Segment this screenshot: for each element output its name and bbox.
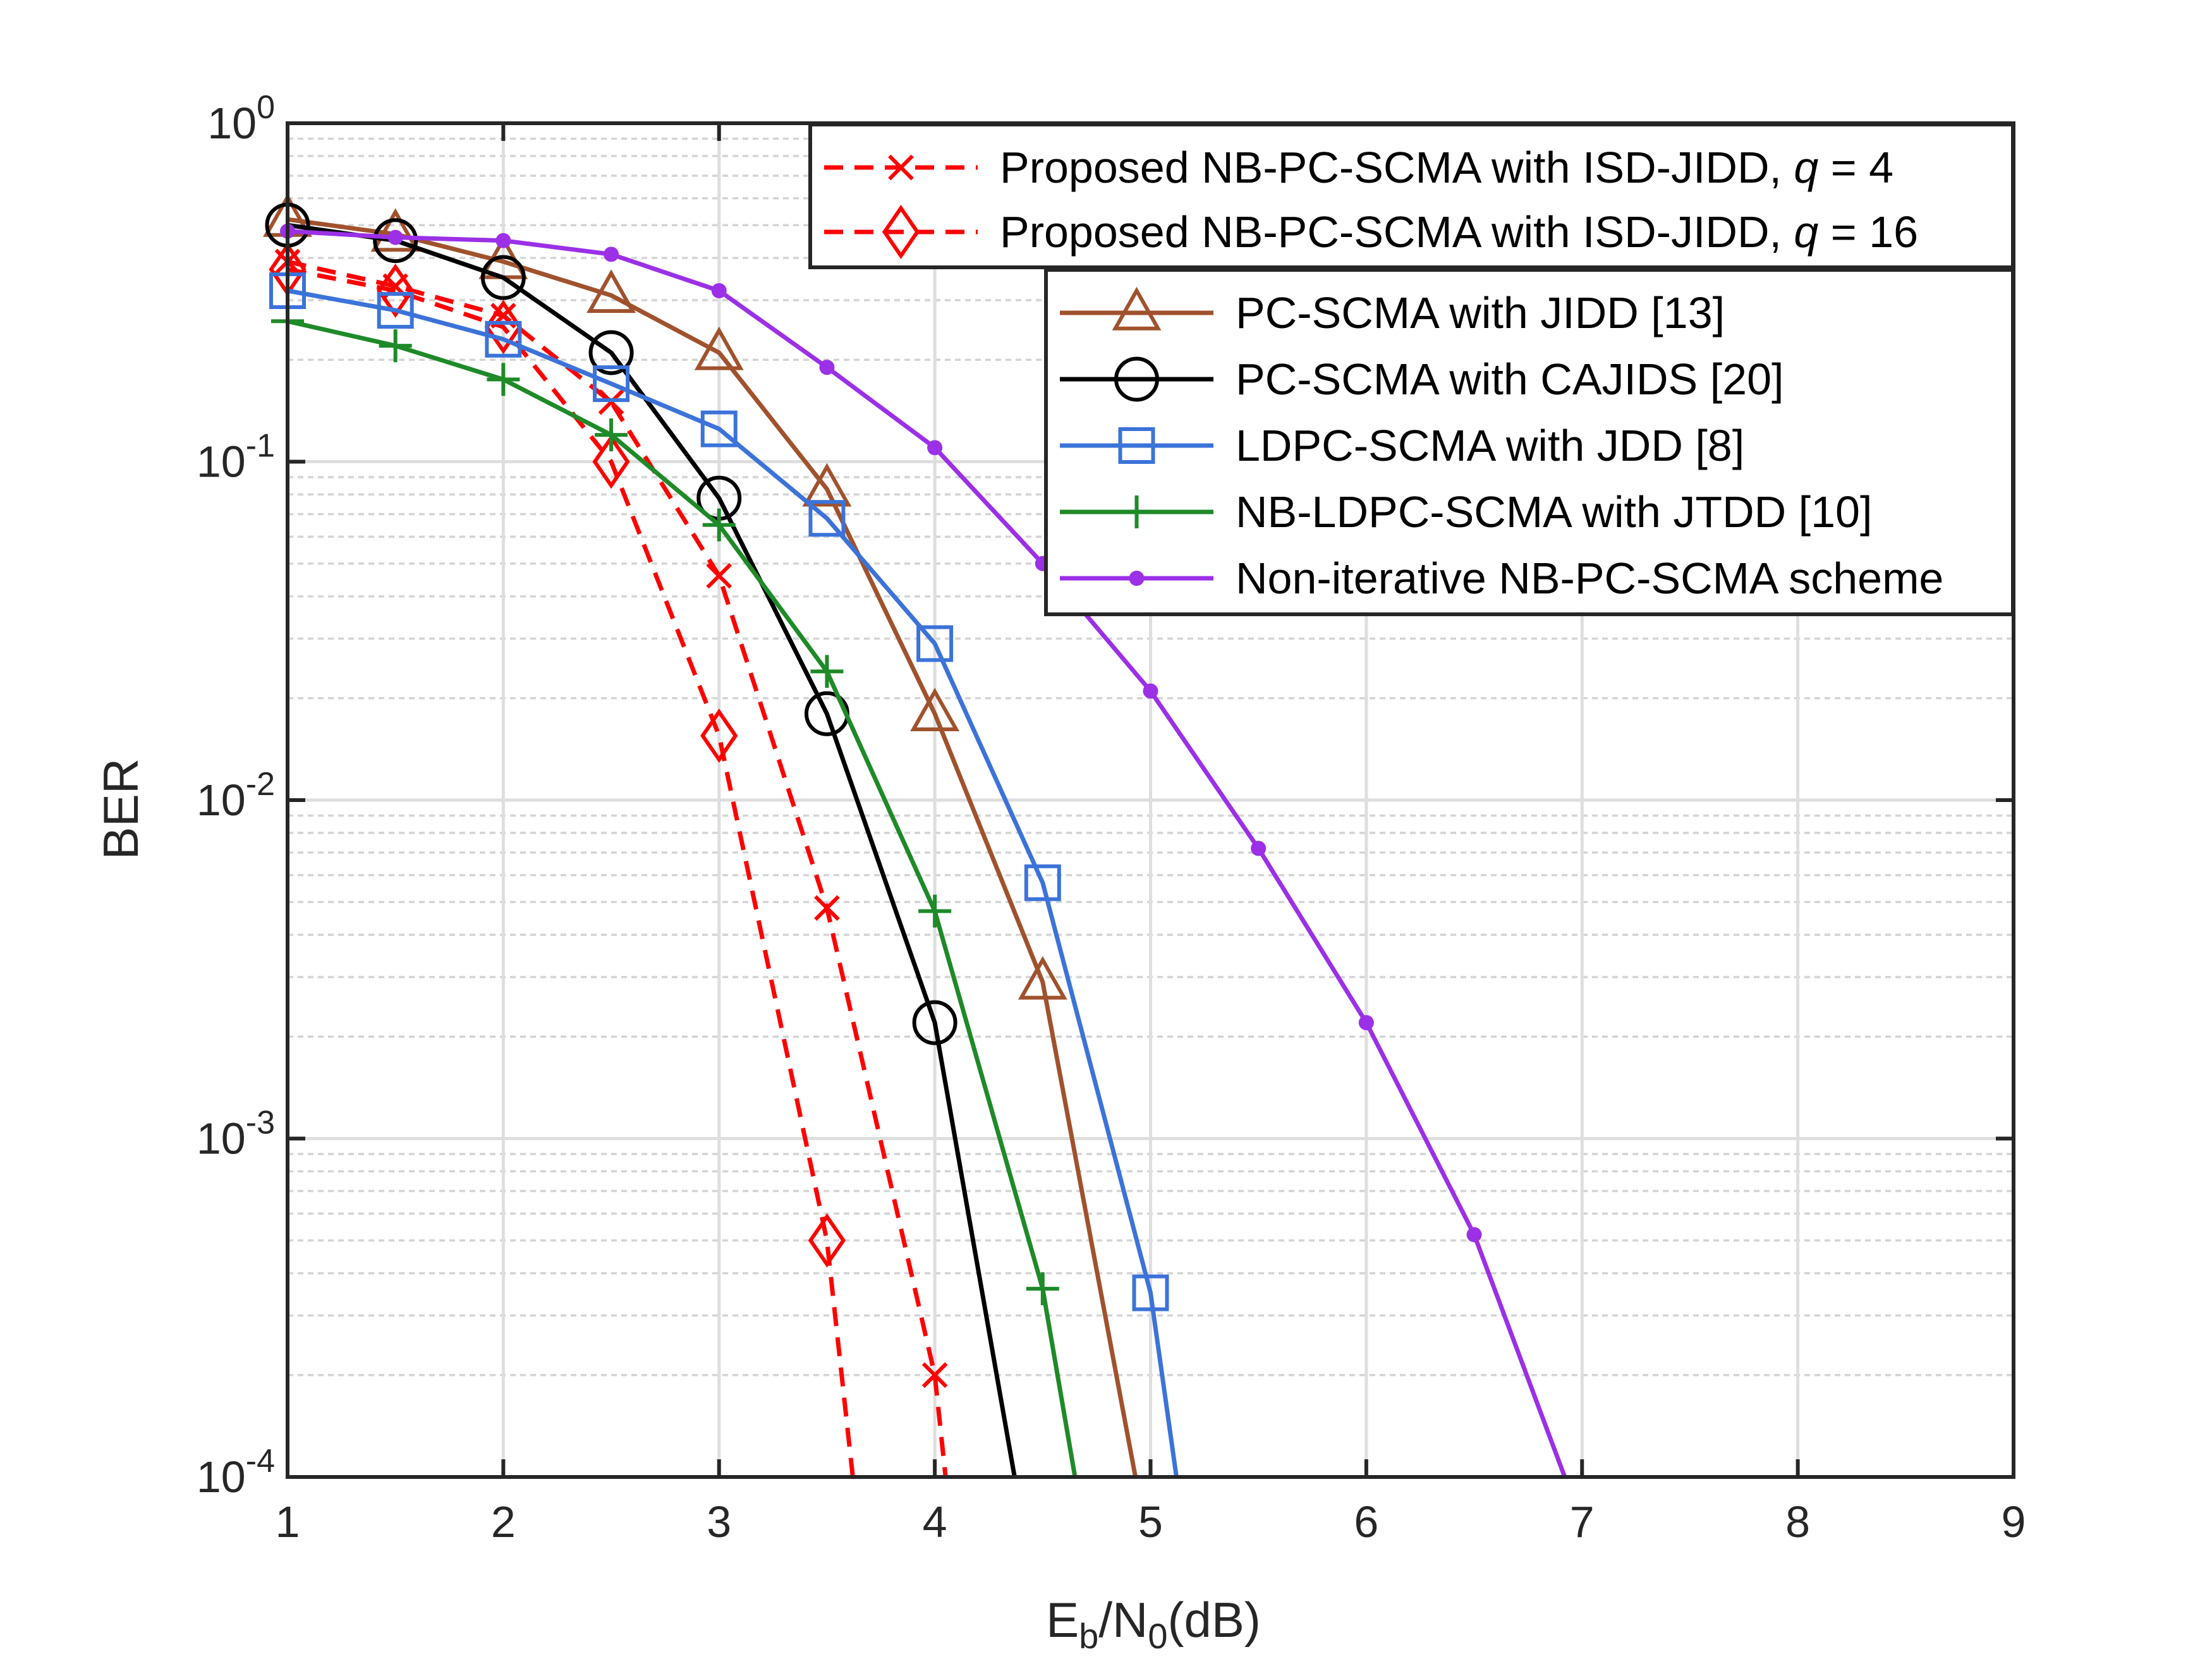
legend-label: PC-SCMA with JIDD [13] — [1236, 288, 1725, 337]
series-line — [287, 217, 1138, 1478]
legend-label: PC-SCMA with CAJIDS [20] — [1236, 355, 1784, 404]
series-6 — [271, 305, 1078, 1478]
legend: Proposed NB-PC-SCMA with ISD-JIDD, q = 4… — [808, 123, 2015, 616]
marker-triangle — [586, 269, 636, 313]
marker-x — [888, 154, 914, 181]
marker-plus — [1026, 1272, 1059, 1306]
x-tick-label: 4 — [923, 1497, 947, 1547]
marker-x — [814, 895, 840, 921]
marker-diamond — [700, 708, 738, 763]
marker-triangle — [1112, 286, 1162, 331]
marker-triangle — [1018, 956, 1067, 1000]
marker-plus — [379, 329, 412, 363]
marker-square — [1024, 864, 1061, 901]
marker-square — [808, 500, 846, 537]
y-tick-label: 10-2 — [197, 766, 275, 825]
marker-diamond — [808, 1213, 846, 1268]
series-line — [287, 267, 855, 1478]
marker-square — [485, 320, 522, 358]
legend-label: NB-LDPC-SCMA with JTDD [10] — [1236, 487, 1872, 537]
marker-circle — [373, 218, 418, 264]
marker-plus — [595, 418, 628, 452]
marker-dot — [1251, 841, 1267, 856]
marker-circle — [912, 1000, 957, 1045]
marker-dot — [927, 440, 943, 456]
marker-dot — [604, 246, 619, 262]
marker-x — [598, 389, 624, 415]
marker-x — [706, 562, 732, 589]
y-tick-label: 10-3 — [197, 1105, 275, 1164]
series-7 — [280, 223, 1567, 1478]
marker-circle — [480, 255, 526, 300]
legend-label: Non-iterative NB-PC-SCMA scheme — [1236, 554, 1943, 603]
marker-dot — [1466, 1227, 1482, 1243]
y-tick-label: 10-1 — [197, 428, 275, 487]
marker-dot — [1143, 683, 1158, 699]
marker-diamond — [882, 205, 920, 259]
marker-square — [377, 292, 414, 329]
x-tick-label: 5 — [1138, 1497, 1163, 1547]
x-tick-label: 9 — [2002, 1497, 2026, 1547]
marker-diamond — [377, 264, 415, 318]
marker-square — [1132, 1274, 1169, 1311]
x-tick-label: 7 — [1570, 1497, 1595, 1547]
marker-square — [916, 625, 954, 662]
legend-box-2: PC-SCMA with JIDD [13] PC-SCMA with CAJID… — [1044, 268, 2015, 616]
marker-circle — [588, 330, 634, 375]
y-tick-label: 10-4 — [197, 1443, 275, 1502]
marker-plus — [702, 508, 736, 542]
x-tick-label: 3 — [707, 1497, 731, 1547]
marker-circle — [1114, 356, 1159, 402]
x-tick-label: 8 — [1785, 1497, 1810, 1547]
marker-diamond — [592, 434, 630, 489]
marker-dot — [495, 233, 511, 248]
data-series — [263, 193, 1567, 1478]
legend-label: LDPC-SCMA with JDD [8] — [1236, 421, 1744, 470]
x-tick-label: 6 — [1354, 1497, 1378, 1547]
tick-labels: 1 2 3 4 5 6 7 8 9 100 10-1 10-2 10-3 10-4 — [197, 89, 2026, 1547]
marker-diamond — [484, 300, 523, 355]
x-tick-label: 1 — [276, 1497, 300, 1547]
marker-dot — [711, 283, 727, 298]
marker-square — [700, 410, 738, 447]
marker-triangle — [370, 208, 420, 252]
marker-square — [1118, 427, 1155, 464]
series-2 — [269, 242, 855, 1478]
legend-box-1: Proposed NB-PC-SCMA with ISD-JIDD, q = 4… — [808, 123, 2015, 269]
marker-triangle — [802, 463, 852, 507]
series-line — [287, 288, 1179, 1478]
legend-label: Proposed NB-PC-SCMA with ISD-JIDD, q = 4 — [1000, 143, 1893, 192]
x-axis-label: Eb/N0(dB) — [1046, 1592, 1261, 1656]
marker-plus — [810, 655, 844, 688]
marker-triangle — [694, 326, 744, 370]
marker-plus — [487, 363, 520, 396]
marker-plus — [1120, 495, 1153, 528]
marker-x — [921, 1362, 948, 1389]
marker-plus — [918, 894, 952, 928]
marker-dot — [819, 360, 835, 375]
legend-frame — [808, 123, 2015, 269]
y-axis-label: BER — [93, 758, 149, 860]
marker-dot — [1358, 1015, 1374, 1031]
legend-frame — [1044, 268, 2015, 616]
marker-square — [593, 365, 630, 403]
legend-label: Proposed NB-PC-SCMA with ISD-JIDD, q = 1… — [1000, 207, 1918, 257]
marker-triangle — [910, 688, 960, 731]
marker-dot — [387, 229, 403, 245]
y-tick-label: 100 — [207, 89, 275, 148]
marker-dot — [1129, 571, 1145, 586]
x-tick-label: 2 — [491, 1497, 516, 1547]
